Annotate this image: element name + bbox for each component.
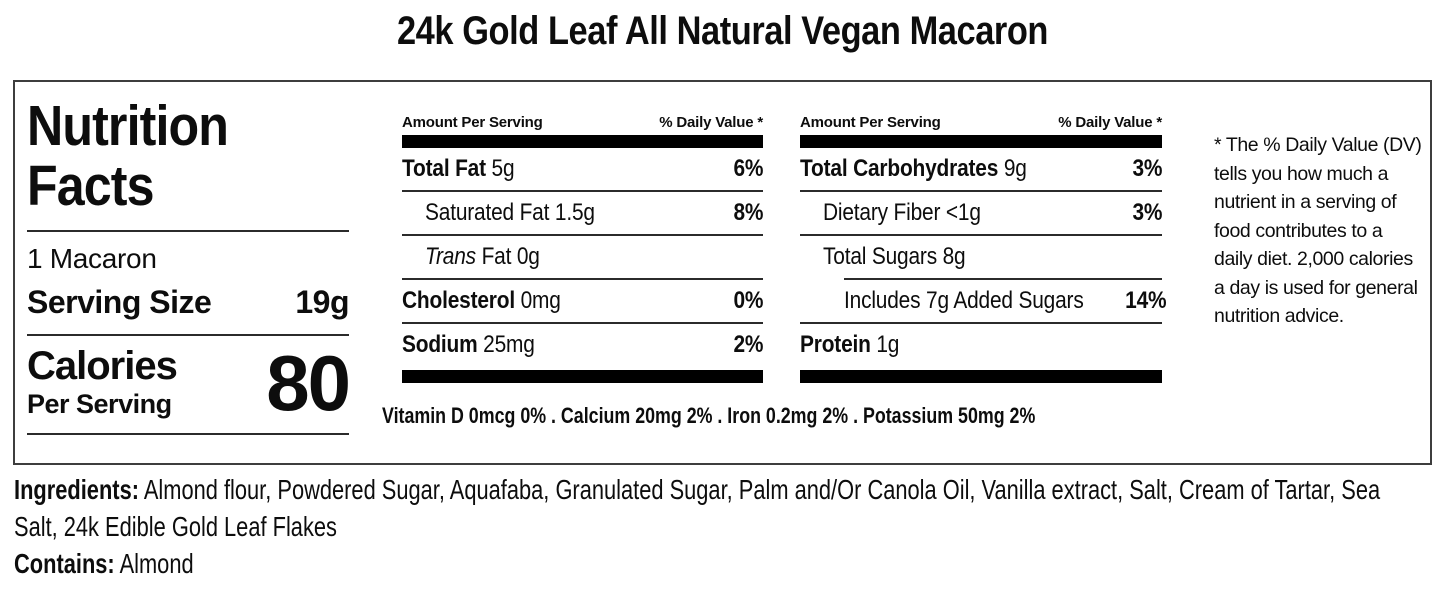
nutrient-daily-value: 14% — [1125, 287, 1167, 314]
nutrient-amount: 9g — [1003, 155, 1027, 182]
calories-row: Calories Per Serving 80 — [27, 338, 351, 427]
divider-rule — [800, 322, 1162, 324]
nutrient-amount: 8g — [942, 243, 966, 270]
nutrient-row-total-fat: Total Fat 5g 6% — [402, 148, 763, 190]
divider-rule — [402, 322, 763, 324]
nutrient-name: Total Carbohydrates — [800, 155, 999, 182]
nutrient-amount: 0g — [516, 243, 540, 270]
divider-rule — [402, 234, 763, 236]
nutrient-column-left: Amount Per Serving % Daily Value * Total… — [402, 94, 763, 383]
divider-rule — [800, 190, 1162, 192]
ingredients-line: Ingredients: Almond flour, Powdered Suga… — [14, 471, 1430, 545]
divider-rule — [402, 278, 763, 280]
calories-label: Calories — [27, 343, 178, 388]
nutrient-name: Dietary Fiber — [823, 199, 941, 226]
nutrient-amount: 25mg — [483, 331, 535, 358]
nutrient-name: Total Fat — [402, 155, 486, 182]
calories-sublabel: Per Serving — [27, 388, 172, 419]
divider-bar-thick — [402, 135, 763, 148]
serving-size-row: Serving Size 19g — [27, 284, 349, 321]
heading-line-1: Nutrition — [27, 94, 229, 158]
amount-per-serving-header: Amount Per Serving — [800, 114, 941, 131]
micronutrients-line: Vitamin D 0mcg 0% . Calcium 20mg 2% . Ir… — [382, 403, 1036, 428]
nutrient-name: Includes 7g Added Sugars — [844, 287, 1084, 314]
divider-bar-thick — [402, 370, 763, 383]
divider-rule — [27, 333, 349, 336]
nutrient-daily-value: 8% — [733, 199, 763, 226]
divider-bar-thick — [800, 135, 1162, 148]
divider-bar-thick — [800, 370, 1162, 383]
nutrient-name-italic: Trans — [425, 243, 476, 270]
nutrient-row-sodium: Sodium 25mg 2% — [402, 324, 763, 366]
nutrient-name: Cholesterol — [402, 287, 515, 314]
nutrient-daily-value: 3% — [1132, 199, 1162, 226]
nutrient-row-added-sugars: Includes 7g Added Sugars 14% — [800, 280, 1167, 322]
nutrient-columns: Amount Per Serving % Daily Value * Total… — [402, 94, 1167, 383]
nutrient-amount: 5g — [491, 155, 515, 182]
ingredients-section: Ingredients: Almond flour, Powdered Suga… — [14, 471, 1430, 582]
nutrient-column-right: Amount Per Serving % Daily Value * Total… — [800, 94, 1167, 383]
contains-label: Contains: — [14, 548, 115, 579]
amount-per-serving-header: Amount Per Serving — [402, 114, 543, 131]
divider-rule — [27, 229, 349, 232]
nutrient-daily-value: 0% — [733, 287, 763, 314]
nutrient-name: Saturated Fat — [425, 199, 550, 226]
nutrient-amount: 1g — [876, 331, 900, 358]
column-header: Amount Per Serving % Daily Value * — [402, 114, 763, 132]
page-title: 24k Gold Leaf All Natural Vegan Macaron — [396, 9, 1049, 53]
heading-line-2: Facts — [27, 154, 155, 219]
ingredients-label: Ingredients: — [14, 474, 139, 505]
daily-value-footnote: * The % Daily Value (DV) tells you how m… — [1214, 134, 1422, 327]
nutrient-row-dietary-fiber: Dietary Fiber <1g 3% — [800, 192, 1162, 234]
nutrient-row-trans-fat: Trans Fat 0g — [402, 236, 763, 278]
nutrient-name: Total Sugars — [823, 243, 937, 270]
daily-value-header: % Daily Value * — [1058, 114, 1162, 131]
nutrient-amount: <1g — [945, 199, 981, 226]
divider-rule — [844, 278, 1162, 280]
serving-description: 1 Macaron — [27, 242, 157, 274]
divider-rule — [402, 190, 763, 192]
nutrient-amount: 1.5g — [554, 199, 595, 226]
nutrient-daily-value: 6% — [733, 155, 763, 182]
nutrient-daily-value: 2% — [733, 331, 763, 358]
column-header: Amount Per Serving % Daily Value * — [800, 114, 1162, 132]
nutrient-row-saturated-fat: Saturated Fat 1.5g 8% — [402, 192, 763, 234]
nutrition-facts-panel: Nutrition Facts 1 Macaron Serving Size 19… — [13, 80, 1432, 465]
serving-size-label: Serving Size — [27, 283, 212, 320]
divider-rule — [27, 432, 349, 435]
nutrient-name: Protein — [800, 331, 871, 358]
daily-value-header: % Daily Value * — [659, 114, 763, 131]
nutrient-name: Fat — [481, 243, 512, 270]
divider-rule — [800, 234, 1162, 236]
nutrient-row-total-carbohydrates: Total Carbohydrates 9g 3% — [800, 148, 1162, 190]
contains-text: Almond — [119, 548, 194, 579]
nutrient-row-protein: Protein 1g — [800, 324, 1162, 366]
serving-size-value: 19g — [295, 283, 349, 320]
nutrient-row-cholesterol: Cholesterol 0mg 0% — [402, 280, 763, 322]
nutrient-amount: 0mg — [520, 287, 561, 314]
ingredients-text: Almond flour, Powdered Sugar, Aquafaba, … — [14, 474, 1381, 542]
nutrient-row-total-sugars: Total Sugars 8g — [800, 236, 1162, 278]
contains-line: Contains: Almond — [14, 545, 1430, 582]
calories-labels: Calories Per Serving — [27, 343, 178, 420]
nutrient-columns-area: Amount Per Serving % Daily Value * Total… — [382, 94, 1167, 463]
calories-value: 80 — [266, 338, 351, 427]
nutrition-facts-heading: Nutrition Facts — [27, 96, 310, 217]
serving-summary-column: Nutrition Facts 1 Macaron Serving Size 19… — [27, 94, 351, 463]
nutrient-daily-value: 3% — [1132, 155, 1162, 182]
nutrient-name: Sodium — [402, 331, 478, 358]
